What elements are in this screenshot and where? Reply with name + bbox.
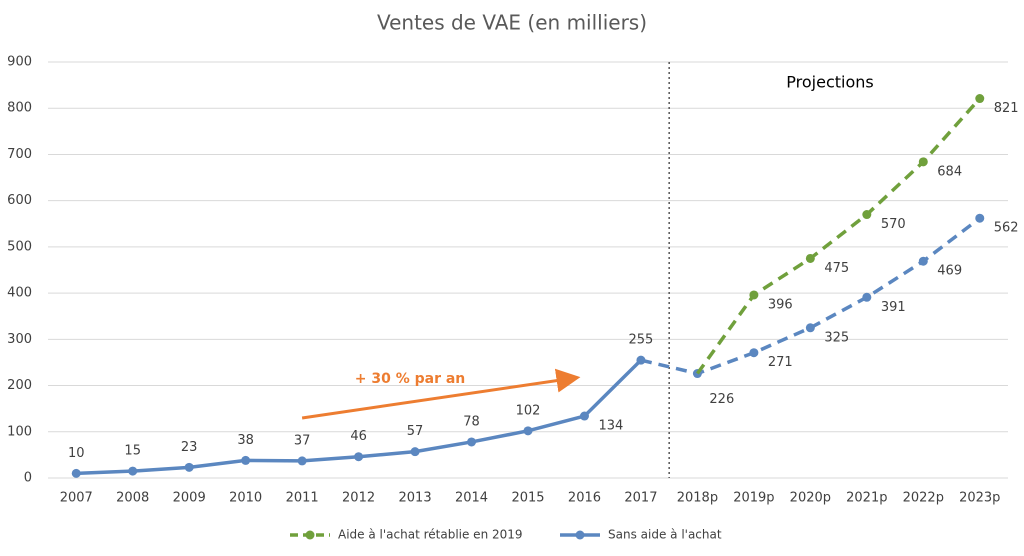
data-point xyxy=(975,213,985,223)
x-tick-label: 2013 xyxy=(399,491,432,506)
data-point xyxy=(918,157,928,167)
chart-title: Ventes de VAE (en milliers) xyxy=(377,11,647,35)
x-tick-label: 2018p xyxy=(677,491,718,506)
data-point xyxy=(410,447,420,457)
data-label: 255 xyxy=(629,333,654,348)
y-tick-label: 800 xyxy=(7,101,32,116)
legend-label: Sans aide à l'achat xyxy=(608,528,722,542)
data-point xyxy=(71,468,81,478)
x-tick-label: 2023p xyxy=(959,491,1000,506)
data-label: 38 xyxy=(237,433,254,448)
y-tick-label: 500 xyxy=(7,239,32,254)
data-label: 23 xyxy=(181,440,198,455)
data-label: 37 xyxy=(294,433,311,448)
data-point xyxy=(241,455,251,465)
projection-label: Projections xyxy=(786,73,873,92)
series-line xyxy=(640,216,981,376)
x-tick-label: 2007 xyxy=(60,491,93,506)
data-point xyxy=(918,256,928,266)
x-tick-label: 2011 xyxy=(286,491,319,506)
x-tick-label: 2014 xyxy=(455,491,488,506)
data-label: 391 xyxy=(881,300,906,315)
data-label: 821 xyxy=(994,101,1019,116)
x-tick-label: 2012 xyxy=(342,491,375,506)
data-label: 15 xyxy=(124,444,141,459)
y-tick-label: 200 xyxy=(7,378,32,393)
data-point xyxy=(354,452,364,462)
data-point xyxy=(805,253,815,263)
x-tick-label: 2022p xyxy=(903,491,944,506)
data-label: 684 xyxy=(937,164,962,179)
x-tick-label: 2009 xyxy=(173,491,206,506)
data-point xyxy=(184,462,194,472)
x-tick-label: 2008 xyxy=(116,491,149,506)
data-point xyxy=(749,290,759,300)
annotation: + 30 % par an xyxy=(355,371,466,387)
data-label: 46 xyxy=(350,429,367,444)
data-label: 325 xyxy=(824,330,849,345)
data-label: 562 xyxy=(994,221,1019,236)
x-tick-label: 2021p xyxy=(846,491,887,506)
data-point xyxy=(862,292,872,302)
x-tick-label: 2016 xyxy=(568,491,601,506)
legend-marker xyxy=(575,530,585,540)
data-label: 271 xyxy=(768,355,793,370)
data-point xyxy=(297,456,307,466)
series-line xyxy=(695,97,982,375)
data-label: 226 xyxy=(709,392,734,407)
data-point xyxy=(579,411,589,421)
data-label: 469 xyxy=(937,264,962,279)
x-tick-label: 2015 xyxy=(511,491,544,506)
legend-label: Aide à l'achat rétablie en 2019 xyxy=(338,528,523,542)
data-label: 475 xyxy=(824,261,849,276)
x-tick-label: 2020p xyxy=(790,491,831,506)
data-label: 78 xyxy=(463,414,480,429)
data-point xyxy=(128,466,138,476)
x-tick-label: 2010 xyxy=(229,491,262,506)
data-label: 396 xyxy=(768,297,793,312)
y-tick-label: 600 xyxy=(7,193,32,208)
y-tick-label: 700 xyxy=(7,147,32,162)
data-label: 134 xyxy=(598,419,623,434)
annotation-arrow xyxy=(301,368,581,420)
data-point xyxy=(636,355,646,365)
x-tick-label: 2017 xyxy=(624,491,657,506)
data-label: 10 xyxy=(68,446,85,461)
legend-marker xyxy=(305,530,315,540)
data-point xyxy=(467,437,477,447)
data-point xyxy=(523,426,533,436)
data-label: 102 xyxy=(516,403,541,418)
y-tick-label: 100 xyxy=(7,424,32,439)
data-point xyxy=(805,323,815,333)
y-tick-label: 300 xyxy=(7,332,32,347)
data-label: 57 xyxy=(407,424,424,439)
data-label: 570 xyxy=(881,217,906,232)
data-point xyxy=(749,348,759,358)
data-point xyxy=(975,94,985,104)
data-point xyxy=(862,210,872,220)
y-tick-label: 400 xyxy=(7,286,32,301)
y-tick-label: 0 xyxy=(24,471,32,486)
x-tick-label: 2019p xyxy=(733,491,774,506)
y-tick-label: 900 xyxy=(7,55,32,70)
